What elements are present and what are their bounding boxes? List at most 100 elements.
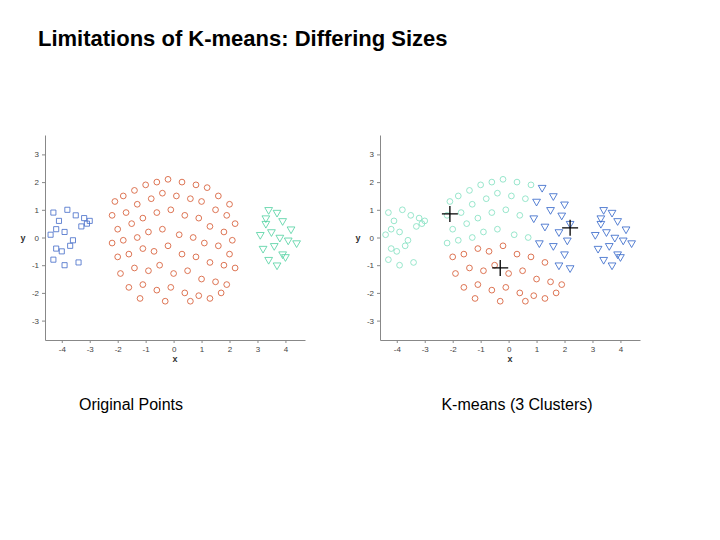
x-tick-mark (118, 340, 119, 343)
point (146, 229, 152, 235)
x-tick: -3 (422, 340, 430, 354)
plot: -4-3-2-101234-3-2-10123xy (355, 136, 640, 365)
point (394, 248, 400, 254)
point (168, 284, 174, 290)
point (259, 246, 267, 253)
point (509, 193, 515, 199)
point (617, 255, 625, 262)
point (566, 266, 574, 273)
point (273, 263, 281, 270)
y-tick-mark (377, 238, 380, 239)
point (481, 229, 487, 235)
point (558, 213, 566, 220)
point (614, 219, 622, 226)
x-tick: 1 (535, 340, 540, 354)
point (455, 193, 461, 199)
x-tick-label: 1 (200, 345, 205, 354)
y-tick-mark (377, 154, 380, 155)
point (185, 268, 191, 274)
x-tick-label: 2 (228, 345, 233, 354)
point (132, 188, 138, 194)
point (279, 219, 287, 226)
point (467, 265, 473, 271)
slide-title: Limitations of K-means: Differing Sizes (38, 26, 448, 51)
point (134, 201, 140, 207)
point (199, 199, 205, 205)
point (162, 298, 168, 304)
point (190, 235, 196, 241)
point (126, 251, 132, 257)
y-tick: -1 (367, 261, 380, 270)
point (461, 284, 467, 290)
point (112, 199, 118, 205)
point (561, 252, 569, 259)
x-tick: -1 (143, 340, 151, 354)
point (534, 276, 540, 282)
point (199, 276, 205, 282)
point (270, 244, 278, 251)
point (129, 221, 135, 227)
point (528, 182, 534, 188)
point (165, 243, 171, 249)
point (497, 298, 503, 304)
x-tick-label: 0 (507, 345, 512, 354)
point (386, 257, 392, 263)
point (115, 254, 121, 260)
point (444, 240, 450, 246)
point (397, 262, 403, 268)
point (547, 208, 555, 215)
point (486, 248, 492, 254)
point (227, 201, 233, 207)
point (176, 232, 182, 238)
y-tick: 0 (35, 234, 45, 243)
x-tick-mark (174, 340, 175, 343)
x-tick-mark (202, 340, 203, 343)
x-tick-mark (425, 340, 426, 343)
point (165, 176, 171, 182)
point (548, 279, 554, 285)
points (48, 176, 300, 304)
y-axis-label: y (20, 233, 25, 243)
y-tick-label: -2 (32, 289, 40, 298)
point (399, 207, 405, 213)
point (213, 279, 219, 285)
point (561, 202, 569, 209)
x-tick: -2 (115, 340, 123, 354)
point (201, 240, 207, 246)
x-tick-label: -4 (59, 345, 67, 354)
point (594, 246, 602, 253)
x-tick-label: 3 (591, 345, 596, 354)
point (51, 210, 56, 215)
point (265, 208, 273, 215)
point (154, 179, 160, 185)
y-tick-mark (42, 210, 45, 211)
point (140, 282, 146, 288)
point (276, 235, 284, 242)
point (413, 224, 419, 230)
x-tick-label: 4 (284, 345, 289, 354)
point (506, 271, 512, 277)
point (514, 251, 520, 257)
point (151, 248, 157, 254)
y-tick-label: 1 (370, 206, 375, 215)
point (511, 232, 517, 238)
x-tick-label: -4 (394, 345, 402, 354)
x-tick-mark (620, 340, 621, 343)
point (492, 262, 498, 268)
x-tick: 4 (619, 340, 624, 354)
point (383, 232, 389, 238)
point (622, 227, 630, 234)
y-tick-label: 3 (370, 150, 375, 159)
y-tick-label: -3 (32, 317, 40, 326)
x-tick: -1 (478, 340, 486, 354)
y-tick-mark (42, 182, 45, 183)
x-tick-label: 4 (619, 345, 624, 354)
point (528, 254, 534, 260)
point (174, 193, 180, 199)
point (411, 260, 417, 266)
x-tick: 1 (200, 340, 205, 354)
point (179, 251, 185, 257)
point (79, 224, 84, 229)
point (70, 238, 75, 243)
x-tick-mark (230, 340, 231, 343)
